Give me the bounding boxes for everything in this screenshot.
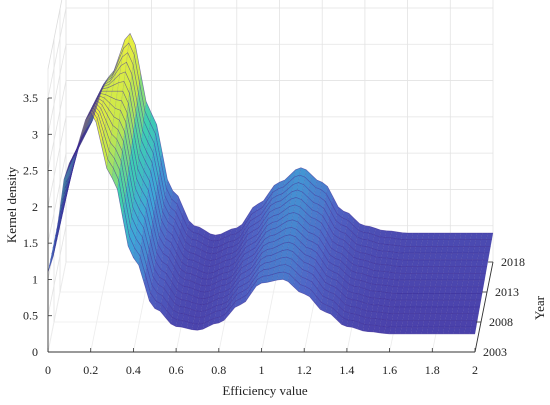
series-line-2006 [51, 104, 479, 314]
surface-patch [485, 239, 492, 247]
x-tick-label: 1 [259, 363, 265, 377]
grid-line-z-side [47, 225, 67, 316]
year-axis-line [474, 261, 494, 353]
series-line-2005 [50, 107, 478, 321]
x-tick-label: 2 [472, 363, 478, 377]
z-tick-label: 3 [32, 127, 38, 141]
x-tick-label: 1.8 [425, 363, 440, 377]
series-line-2015 [62, 61, 490, 255]
series-line-2009 [54, 97, 483, 294]
year-tick-label: 2018 [501, 255, 525, 269]
grid-line-x-floor [90, 261, 110, 353]
axes-layer: 0 0.2 0.4 0.6 0.8 1 1.2 1.4 1.6 1.8 2 0 0.5 1 1.5 2 2.5 3… [23, 91, 525, 377]
z-tick-label: 3.5 [23, 91, 38, 105]
series-line-2007 [52, 102, 480, 308]
grid-line-z-side [47, 116, 67, 207]
series-line-2003 [47, 111, 475, 335]
surface-patch [469, 326, 477, 335]
surface-patch [479, 273, 486, 281]
surface-patch [475, 293, 483, 301]
z-tick-label: 1.5 [23, 236, 38, 250]
surface-patch [477, 279, 485, 287]
z-tick-label: 2 [32, 200, 38, 214]
x-tick-label: 1.6 [382, 363, 397, 377]
grid-line-z-side [47, 153, 67, 244]
x-tick-label: 0.8 [211, 363, 226, 377]
year-tick-label: 2013 [495, 285, 519, 299]
surface-patch [473, 306, 480, 314]
z-tick-label: 2.5 [23, 164, 38, 178]
series-line-2008 [53, 100, 481, 301]
surface-patch [481, 259, 489, 267]
series-line-2017 [64, 42, 492, 242]
series-line-2018 [65, 32, 493, 236]
surface-patch [476, 286, 484, 294]
series-line-2016 [63, 52, 491, 249]
x-tick-label: 0.2 [83, 363, 98, 377]
surface-patch [486, 232, 494, 240]
surface-patch [471, 313, 479, 321]
x-tick-label: 0.6 [169, 363, 184, 377]
year-tick-label: 2008 [489, 315, 513, 329]
z-tick-label: 0.5 [23, 309, 38, 323]
grid-line-z-side [47, 80, 67, 171]
surface-patch [474, 300, 482, 308]
z-axis-label: Kernel density [4, 166, 19, 243]
x-axis-label: Efficiency value [222, 383, 308, 398]
z-tick-label: 0 [32, 345, 38, 359]
label-layer: Efficiency value Kernel density Year [4, 166, 547, 398]
series-line-2011 [57, 93, 485, 281]
series-line-2004 [48, 109, 477, 328]
grid-line-z-side [47, 7, 67, 99]
z-tick-label: 1 [32, 272, 38, 286]
surface-patch [482, 252, 490, 261]
wall-top-edge-side [47, 0, 63, 70]
grid-line-x-floor [47, 261, 67, 353]
x-tick-label: 1.4 [339, 363, 354, 377]
surface-layer [47, 32, 494, 335]
year-tick-label: 2003 [483, 345, 507, 359]
surface-patch [480, 266, 488, 274]
surface-patch [470, 320, 478, 328]
x-tick-label: 0.4 [126, 363, 141, 377]
surface-patch [483, 246, 491, 254]
x-tick-label: 0 [45, 363, 51, 377]
y-axis-label: Year [532, 295, 547, 320]
series-line-2012 [58, 90, 486, 274]
grid-line-z-side [47, 44, 67, 135]
series-line-2013 [59, 81, 487, 267]
series-line-2014 [60, 71, 489, 261]
series-line-2010 [56, 95, 484, 288]
x-tick-label: 1.2 [297, 363, 312, 377]
